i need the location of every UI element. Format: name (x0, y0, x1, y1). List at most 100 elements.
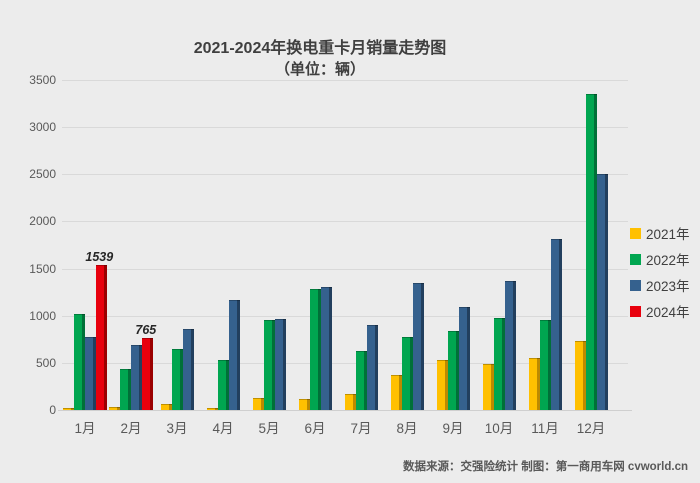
x-axis-label-8月: 8月 (396, 421, 418, 436)
bar-2021年-4月 (206, 408, 218, 410)
gridline-3000 (62, 127, 628, 129)
y-axis-tick-1500: 1500 (29, 261, 56, 276)
x-axis-label-1月: 1月 (74, 421, 96, 436)
legend-swatch-2021 (630, 227, 641, 239)
bar-2023年-8月 (412, 283, 424, 410)
bar-2021年-1月 (63, 407, 74, 410)
legend: 2021年 2022年 2023年 2024年 (630, 220, 690, 324)
y-axis-tick-3500: 3500 (29, 73, 56, 87)
bar-2021年-7月 (344, 394, 356, 410)
bar-group-7月 (338, 80, 384, 410)
bar-2021年-9月 (436, 360, 448, 410)
bar-2021年-6月 (298, 398, 310, 410)
x-axis-label-3月: 3月 (166, 421, 188, 436)
y-axis-tick-3000: 3000 (29, 120, 56, 135)
legend-label-2022: 2022年 (646, 253, 690, 268)
bar-2022年-9月 (447, 331, 459, 410)
bar-2023年-7月 (366, 324, 378, 410)
bar-group-10月 (476, 80, 522, 410)
bar-group-1月: 1539 (62, 80, 113, 410)
legend-label-2024: 2024年 (646, 305, 690, 320)
x-axis-label-5月: 5月 (258, 421, 280, 436)
x-axis-label-2月: 2月 (120, 421, 142, 436)
bar-2022年-5月 (263, 320, 275, 410)
legend-label-2021: 2021年 (646, 227, 690, 242)
bar-group-2月: 765 (108, 80, 156, 410)
y-axis-tick-1000: 1000 (29, 308, 56, 323)
plot-area: 1539 765 (62, 80, 614, 410)
bar-group-4月 (200, 80, 246, 410)
bar-2022年-11月 (539, 319, 551, 410)
bar-2022年-4月 (217, 359, 229, 410)
bar-group-11月 (522, 80, 568, 410)
gridline-1000 (62, 315, 628, 317)
bar-2022年-12月 (585, 94, 597, 410)
x-axis-label-10月: 10月 (484, 421, 514, 436)
chart-title-block: 2021-2024年换电重卡月销量走势图 （单位：辆） (0, 38, 640, 80)
footer-credit: 数据来源：交强险统计 制图：第一商用车网 cvworld.cn (403, 461, 688, 473)
bar-2023年-12月 (596, 174, 608, 410)
x-axis-label-7月: 7月 (350, 421, 372, 436)
legend-swatch-2024 (630, 305, 641, 317)
bar-2023年-11月 (550, 238, 562, 410)
data-label-2024年-1月: 1539 (85, 249, 114, 264)
bar-2021年-3月 (160, 404, 172, 410)
chart-title: 2021-2024年换电重卡月销量走势图 (193, 40, 447, 57)
x-axis: 1月 2月 3月 4月 5月 6月 7月 8月 9月 10月 11月 12月 (62, 417, 614, 437)
bar-2021年-12月 (574, 340, 586, 410)
data-label-2024年-2月: 765 (135, 322, 157, 337)
gridline-2000 (62, 221, 628, 223)
bar-2022年-10月 (493, 318, 505, 410)
bar-2022年-8月 (401, 337, 413, 410)
y-axis-tick-2500: 2500 (29, 167, 56, 182)
bar-2024年-1月: 1539 (85, 250, 113, 410)
bar-group-5月 (246, 80, 292, 410)
bar-2023年-9月 (458, 307, 470, 410)
bar-2023年-10月 (504, 281, 516, 410)
chart-subtitle: （单位：辆） (274, 60, 365, 78)
bar-2023年-4月 (228, 300, 240, 410)
x-axis-label-9月: 9月 (442, 421, 464, 436)
bar-2022年-2月 (120, 368, 131, 410)
bar-group-8月 (384, 80, 430, 410)
bar-2021年-5月 (252, 397, 264, 410)
legend-item-2021: 2021年 (630, 220, 690, 246)
bar-2021年-10月 (482, 363, 494, 410)
legend-swatch-2023 (630, 279, 641, 291)
gridline-500 (62, 362, 628, 364)
bar-2023年-3月 (182, 328, 194, 410)
bar-2021年-8月 (390, 375, 402, 410)
x-axis-label-4月: 4月 (212, 421, 234, 436)
gridline-1500 (62, 268, 628, 270)
bar-2021年-11月 (528, 358, 540, 410)
x-axis-baseline (58, 410, 632, 411)
bar-2023年-5月 (274, 318, 286, 410)
y-axis-tick-500: 500 (35, 355, 56, 370)
bar-2023年-1月 (85, 337, 96, 410)
legend-label-2023: 2023年 (646, 279, 690, 294)
bar-group-9月 (430, 80, 476, 410)
bar-2022年-1月 (74, 313, 85, 410)
bar-2024年-2月: 765 (135, 323, 156, 410)
x-axis-label-6月: 6月 (304, 421, 326, 436)
bar-2023年-6月 (320, 287, 332, 410)
y-axis-tick-2000: 2000 (29, 214, 56, 229)
bar-2022年-7月 (355, 350, 367, 410)
bar-group-6月 (292, 80, 338, 410)
x-axis-label-12月: 12月 (576, 421, 606, 436)
y-axis-tick-0: 0 (49, 403, 56, 417)
bar-2021年-2月 (109, 407, 120, 410)
bar-2022年-6月 (309, 288, 321, 410)
legend-item-2024: 2024年 (630, 298, 690, 324)
legend-swatch-2022 (630, 253, 641, 265)
gridline-3500 (62, 80, 628, 81)
bar-2022年-3月 (171, 348, 183, 410)
x-axis-label-11月: 11月 (531, 421, 559, 436)
bar-group-3月 (154, 80, 200, 410)
legend-item-2023: 2023年 (630, 272, 690, 298)
legend-item-2022: 2022年 (630, 246, 690, 272)
bar-2023年-2月 (131, 345, 142, 410)
gridline-2500 (62, 174, 628, 176)
bar-group-12月 (568, 80, 614, 410)
